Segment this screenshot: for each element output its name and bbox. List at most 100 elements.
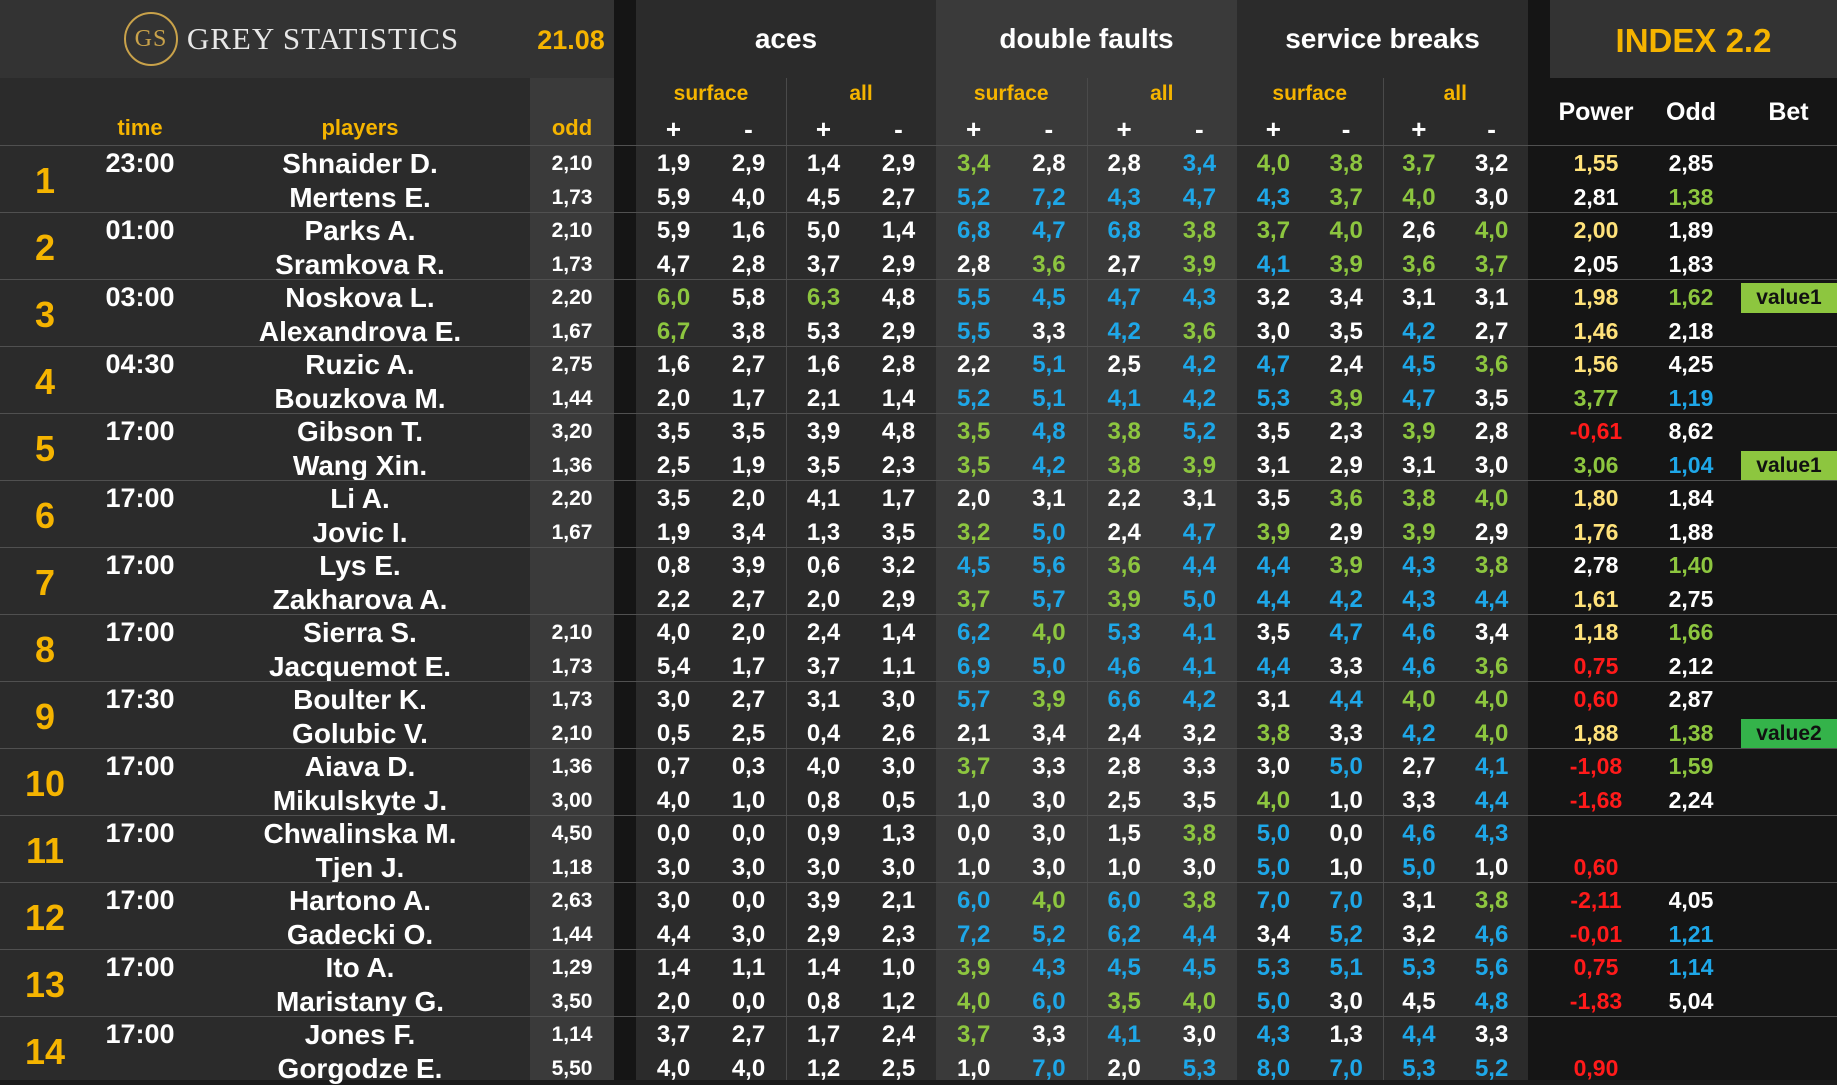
df-value: 4,3 [1162, 281, 1237, 315]
df-value: 3,8 [1087, 415, 1162, 449]
sb-value: 5,3 [1383, 951, 1456, 985]
power-value: 0,60 [1550, 683, 1642, 717]
player-odd: 1,14 [530, 1018, 614, 1052]
match-time: 17:00 [90, 549, 190, 583]
aces-value: 3,0 [636, 851, 711, 885]
df-value: 3,3 [1011, 315, 1086, 349]
player-odd [530, 583, 614, 617]
df-value: 6,2 [1087, 918, 1162, 952]
power-value: -0,61 [1550, 415, 1642, 449]
df-value: 3,0 [1011, 851, 1086, 885]
df-value: 4,7 [1087, 281, 1162, 315]
df-value: 4,0 [936, 985, 1011, 1019]
sb-value: 4,8 [1455, 985, 1528, 1019]
player-odd: 2,10 [530, 147, 614, 181]
index-odd-value: 2,18 [1642, 315, 1740, 349]
player-odd: 2,75 [530, 348, 614, 382]
df-value: 2,7 [1087, 248, 1162, 282]
player-name: Jacquemot E. [190, 650, 530, 684]
sb-value: 3,1 [1237, 683, 1310, 717]
df-value: 6,2 [936, 616, 1011, 650]
aces-value: 2,7 [711, 683, 786, 717]
df-value: 2,5 [1087, 784, 1162, 818]
df-value: 4,0 [1011, 616, 1086, 650]
aces-value: 6,3 [786, 281, 861, 315]
sb-value: 4,0 [1310, 214, 1383, 248]
index-odd-value: 1,40 [1642, 549, 1740, 583]
sb-value: 3,9 [1383, 516, 1456, 550]
player-odd: 2,63 [530, 884, 614, 918]
aces-value: 4,7 [636, 248, 711, 282]
sb-value: 3,5 [1455, 382, 1528, 416]
player-name: Jovic I. [190, 516, 530, 550]
aces-value: 1,4 [861, 616, 936, 650]
aces-value: 3,0 [636, 884, 711, 918]
brand-initials: GS [124, 12, 178, 66]
index-odd-value: 2,24 [1642, 784, 1740, 818]
power-value: -2,11 [1550, 884, 1642, 918]
power-value: 2,78 [1550, 549, 1642, 583]
df-value: 4,1 [1162, 616, 1237, 650]
brand-name: GREY STATISTICS [178, 16, 468, 62]
aces-value: 3,9 [711, 549, 786, 583]
sb-value: 3,0 [1455, 449, 1528, 483]
sb-value: 4,1 [1237, 248, 1310, 282]
player-name: Wang Xin. [190, 449, 530, 483]
row-separator [0, 413, 1837, 414]
match-time: 23:00 [90, 147, 190, 181]
aces-value: 1,6 [636, 348, 711, 382]
match-time: 03:00 [90, 281, 190, 315]
df-value: 3,6 [1162, 315, 1237, 349]
sb-value: 5,2 [1310, 918, 1383, 952]
sb-value: 4,4 [1383, 1018, 1456, 1052]
sub-surface: surface [636, 78, 786, 110]
sb-value: 3,5 [1237, 415, 1310, 449]
aces-value: 3,4 [711, 516, 786, 550]
power-value: 1,80 [1550, 482, 1642, 516]
df-value: 3,1 [1011, 482, 1086, 516]
df-value: 3,4 [1162, 147, 1237, 181]
aces-value: 1,4 [861, 382, 936, 416]
df-value: 5,7 [936, 683, 1011, 717]
match-time: 17:00 [90, 884, 190, 918]
sb-value: 4,0 [1383, 181, 1456, 215]
player-odd: 1,18 [530, 851, 614, 885]
player-name: Sramkova R. [190, 248, 530, 282]
sb-value: 3,8 [1455, 549, 1528, 583]
aces-value: 4,0 [636, 616, 711, 650]
aces-value: 2,1 [786, 382, 861, 416]
df-value: 2,8 [1087, 750, 1162, 784]
sb-value: 3,2 [1455, 147, 1528, 181]
match-time: 17:30 [90, 683, 190, 717]
index-odd-value: 4,25 [1642, 348, 1740, 382]
aces-value: 1,4 [786, 951, 861, 985]
row-separator [0, 815, 1837, 816]
aces-value: 1,6 [711, 214, 786, 248]
index-odd-value: 2,87 [1642, 683, 1740, 717]
df-value: 2,0 [936, 482, 1011, 516]
aces-value: 2,3 [861, 918, 936, 952]
aces-value: 2,5 [711, 717, 786, 751]
aces-value: 1,4 [786, 147, 861, 181]
player-odd: 1,67 [530, 516, 614, 550]
df-value: 3,9 [1162, 449, 1237, 483]
sb-value: 2,3 [1310, 415, 1383, 449]
df-value: 3,3 [1011, 750, 1086, 784]
aces-value: 1,9 [636, 516, 711, 550]
sb-value: 4,7 [1237, 348, 1310, 382]
col-power: Power [1550, 92, 1642, 132]
sb-value: 4,6 [1383, 616, 1456, 650]
player-name: Chwalinska M. [190, 817, 530, 851]
df-value: 3,6 [1011, 248, 1086, 282]
index-odd-value: 5,04 [1642, 985, 1740, 1019]
df-value: 4,4 [1162, 918, 1237, 952]
row-separator [0, 212, 1837, 213]
aces-value: 3,7 [636, 1018, 711, 1052]
player-name: Noskova L. [190, 281, 530, 315]
sb-value: 3,9 [1310, 248, 1383, 282]
aces-value: 4,0 [636, 784, 711, 818]
aces-value: 2,0 [786, 583, 861, 617]
df-value: 5,3 [1087, 616, 1162, 650]
player-name: Sierra S. [190, 616, 530, 650]
aces-value: 3,1 [786, 683, 861, 717]
